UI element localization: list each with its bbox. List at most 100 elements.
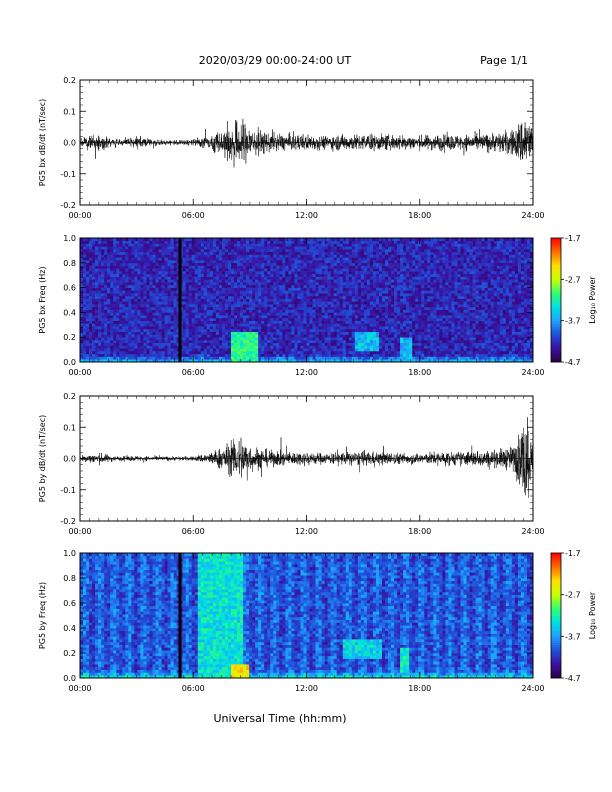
heatmap-cell xyxy=(366,271,371,275)
heatmap-cell xyxy=(221,284,226,288)
heatmap-cell xyxy=(400,273,404,277)
heatmap-cell xyxy=(134,301,138,305)
heatmap-cell xyxy=(282,293,286,297)
heatmap-cell xyxy=(336,273,341,277)
heatmap-cell xyxy=(95,240,99,244)
heatmap-cell xyxy=(363,287,368,291)
heatmap-cell xyxy=(363,249,368,253)
heatmap-cell xyxy=(215,243,220,247)
heatmap-cell xyxy=(107,304,111,308)
heatmap-cell xyxy=(140,356,144,360)
heatmap-cell xyxy=(297,251,301,255)
heatmap-cell xyxy=(176,342,180,346)
heatmap-cell xyxy=(83,268,87,272)
heatmap-cell xyxy=(333,279,337,283)
heatmap-cell xyxy=(101,240,105,244)
heatmap-cell xyxy=(339,287,344,291)
heatmap-cell xyxy=(249,304,253,308)
heatmap-cell xyxy=(252,326,256,330)
heatmap-cell xyxy=(122,350,126,355)
heatmap-cell xyxy=(291,298,295,302)
heatmap-cell xyxy=(339,328,344,332)
heatmap-cell xyxy=(303,323,307,327)
heatmap-cell xyxy=(227,348,232,352)
heatmap-cell xyxy=(182,254,186,258)
heatmap-cell xyxy=(258,273,262,277)
heatmap-cell xyxy=(149,326,153,330)
heatmap-cell xyxy=(182,317,186,321)
heatmap-cell xyxy=(327,353,331,357)
heatmap-cell xyxy=(128,339,132,344)
heatmap-cell xyxy=(113,254,117,258)
heatmap-cell xyxy=(194,273,199,277)
heatmap-cell xyxy=(116,290,120,294)
heatmap-cell xyxy=(348,273,353,277)
heatmap-cell xyxy=(128,249,132,253)
heatmap-cell xyxy=(86,249,90,253)
heatmap-cell xyxy=(312,334,316,338)
heatmap-cell xyxy=(86,260,90,264)
heatmap-cell xyxy=(246,295,250,299)
heatmap-cell xyxy=(89,290,93,294)
heatmap-cell xyxy=(83,265,87,269)
heatmap-cell xyxy=(309,268,313,272)
heatmap-cell xyxy=(240,320,244,324)
heatmap-cell xyxy=(354,331,359,335)
heatmap-cell xyxy=(146,348,150,352)
heatmap-cell xyxy=(95,276,99,280)
heatmap-cell xyxy=(98,268,102,272)
heatmap-cell xyxy=(318,260,322,264)
heatmap-cell xyxy=(146,315,150,319)
heatmap-cell xyxy=(234,257,238,261)
heatmap-cell xyxy=(158,326,162,330)
heatmap-cell xyxy=(161,317,165,321)
heatmap-cell xyxy=(354,348,359,352)
heatmap-cell xyxy=(394,240,398,244)
heatmap-cell xyxy=(98,276,102,280)
heatmap-cell xyxy=(237,293,241,297)
heatmap-cell xyxy=(89,331,93,335)
heatmap-cell xyxy=(98,315,102,319)
heatmap-cell xyxy=(375,265,380,269)
heatmap-cell xyxy=(185,268,190,272)
heatmap-cell xyxy=(155,353,159,357)
heatmap-cell xyxy=(89,339,93,344)
heatmap-cell xyxy=(321,350,325,355)
heatmap-cell xyxy=(388,317,392,321)
heatmap-cell xyxy=(92,251,96,255)
heatmap-cell xyxy=(388,246,392,250)
heatmap-cell xyxy=(149,356,153,360)
heatmap-cell xyxy=(345,282,350,286)
heatmap-cell xyxy=(197,279,202,283)
heatmap-cell xyxy=(397,254,401,258)
heatmap-cell xyxy=(385,271,389,275)
heatmap-cell xyxy=(324,240,328,244)
heatmap-cell xyxy=(276,312,280,316)
heatmap-cell xyxy=(197,339,202,344)
heatmap-cell xyxy=(336,317,341,321)
heatmap-cell xyxy=(294,356,298,360)
heatmap-cell xyxy=(252,257,256,261)
heatmap-cell xyxy=(333,317,337,321)
heatmap-cell xyxy=(391,243,395,247)
heatmap-cell xyxy=(297,331,301,335)
heatmap-cell xyxy=(212,339,217,344)
heatmap-cell xyxy=(83,257,87,261)
heatmap-cell xyxy=(351,306,356,310)
heatmap-cell xyxy=(224,257,229,261)
heatmap-cell xyxy=(107,315,111,319)
heatmap-cell xyxy=(218,287,223,291)
heatmap-cell xyxy=(104,353,108,357)
heatmap-cell xyxy=(86,298,90,302)
heatmap-cell xyxy=(394,271,398,275)
heatmap-cell xyxy=(303,312,307,316)
heatmap-cell xyxy=(366,353,371,357)
heatmap-cell xyxy=(261,282,265,286)
heatmap-cell xyxy=(203,337,208,341)
heatmap-cell xyxy=(146,265,150,269)
heatmap-cell xyxy=(342,306,347,310)
heatmap-cell xyxy=(394,246,398,250)
heatmap-cell xyxy=(391,323,395,327)
heatmap-cell xyxy=(321,312,325,316)
heatmap-cell xyxy=(149,254,153,258)
